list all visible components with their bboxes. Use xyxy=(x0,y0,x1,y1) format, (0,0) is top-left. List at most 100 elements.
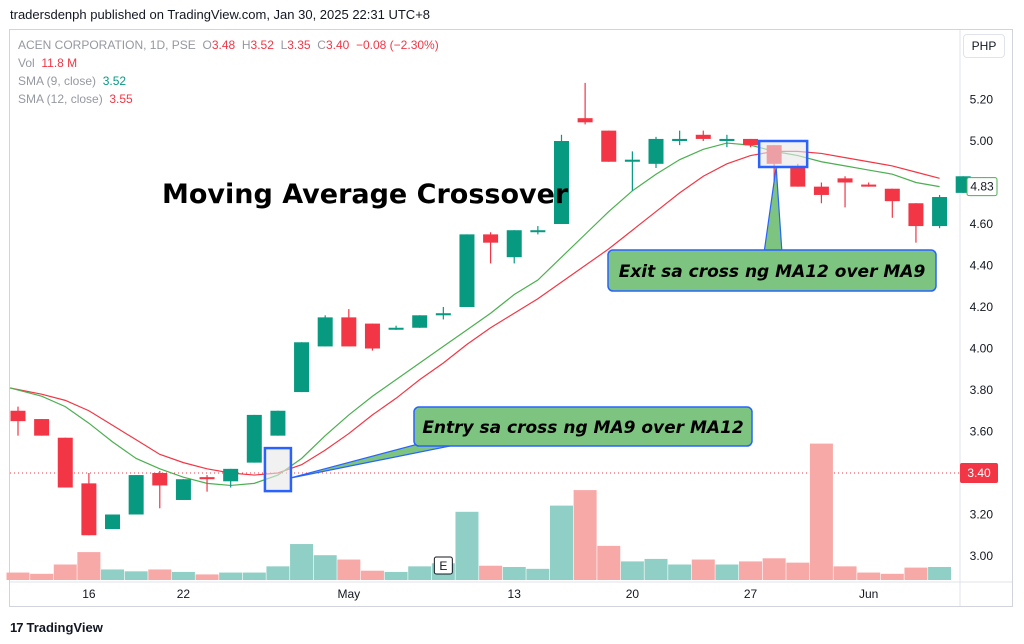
volume-bar xyxy=(171,571,195,580)
publisher-caption: tradersdenph published on TradingView.co… xyxy=(10,7,431,22)
candle-body xyxy=(601,130,617,162)
volume-bar xyxy=(715,564,739,580)
open-label: O xyxy=(202,38,212,52)
volume-bar xyxy=(526,568,550,580)
candle xyxy=(837,176,853,208)
currency-button[interactable]: PHP xyxy=(963,34,1005,58)
chart-title: Moving Average Crossover xyxy=(162,179,569,210)
candle xyxy=(624,151,640,191)
candle xyxy=(412,315,428,328)
candle-body xyxy=(790,165,806,187)
volume-bar xyxy=(148,569,172,580)
volume-bar xyxy=(857,572,881,580)
volume-bar xyxy=(502,566,526,580)
candle-body xyxy=(128,475,144,515)
volume-bar xyxy=(644,558,668,580)
candle xyxy=(908,203,924,243)
candle-body xyxy=(388,327,404,330)
candle xyxy=(435,307,451,320)
exit-callout-text: Exit sa cross ng MA12 over MA9 xyxy=(619,262,926,282)
y-tick-label: 4.20 xyxy=(970,300,994,314)
candle xyxy=(695,130,711,141)
candle-body xyxy=(364,323,380,349)
candle-body xyxy=(719,138,735,141)
high-label: H xyxy=(241,38,251,52)
candle-body xyxy=(81,483,97,536)
volume-bar xyxy=(573,490,597,580)
candle-body xyxy=(506,230,522,258)
entry-cross-box xyxy=(263,446,293,493)
x-tick-label: May xyxy=(337,587,360,601)
volume-bar xyxy=(30,573,54,580)
candle xyxy=(813,182,829,204)
candle xyxy=(648,136,664,168)
low-label: L xyxy=(280,38,288,52)
entry-callout-text: Entry sa cross ng MA9 over MA12 xyxy=(422,418,743,438)
chart-frame xyxy=(9,29,1013,607)
candle xyxy=(246,414,262,463)
volume-bar xyxy=(549,505,573,580)
candle xyxy=(317,315,333,347)
symbol-label: ACEN CORPORATION, 1D, PSE xyxy=(18,38,196,52)
volume-bar xyxy=(786,562,810,580)
candle-body xyxy=(270,410,286,436)
last-price-badge xyxy=(960,463,998,483)
candle xyxy=(861,182,877,187)
candle xyxy=(577,82,593,125)
volume-bar xyxy=(290,544,314,580)
candle-body xyxy=(152,473,168,486)
candle xyxy=(506,230,522,264)
candle-body xyxy=(483,234,499,243)
sma9-legend: SMA (9, close) 3.52 xyxy=(18,74,126,88)
candle xyxy=(884,188,900,218)
candle-body xyxy=(672,138,688,141)
volume-bar xyxy=(313,555,337,580)
volume-legend: Vol 11.8 M xyxy=(18,56,77,70)
sma12-legend: SMA (12, close) 3.55 xyxy=(18,92,133,106)
volume-bar xyxy=(266,566,290,580)
candle-body xyxy=(743,138,759,146)
volume-bar xyxy=(337,559,361,580)
volume-bar xyxy=(219,572,243,580)
entry-callout-box xyxy=(413,406,753,447)
y-tick-label: 4.40 xyxy=(970,259,994,273)
tradingview-brand: 17 TradingView xyxy=(10,620,103,635)
close-value: 3.40 xyxy=(325,38,350,52)
volume-bar xyxy=(668,564,692,580)
high-value: 3.52 xyxy=(250,38,274,52)
volume-bar xyxy=(928,566,952,580)
x-tick-label: 16 xyxy=(82,587,96,601)
candle-body xyxy=(624,159,640,162)
candle-body xyxy=(837,178,853,183)
candle xyxy=(364,323,380,351)
ohlc-legend: ACEN CORPORATION, 1D, PSE O3.48 H3.52 L3… xyxy=(18,38,439,52)
candle-body xyxy=(695,134,711,139)
candle xyxy=(294,342,310,393)
candle-body xyxy=(294,342,310,393)
volume-bar xyxy=(809,443,833,580)
volume-bar xyxy=(833,566,857,580)
volume-bar xyxy=(408,566,432,580)
candle xyxy=(223,468,239,488)
candle xyxy=(932,194,948,229)
volume-bar xyxy=(597,545,621,580)
candle xyxy=(175,479,191,500)
candle-body xyxy=(813,186,829,195)
candle xyxy=(483,232,499,264)
candle-body xyxy=(459,234,475,307)
candle-body xyxy=(553,141,569,224)
x-tick-label: 20 xyxy=(626,587,640,601)
candle-body xyxy=(246,414,262,463)
volume-bar xyxy=(762,558,786,580)
y-tick-label: 3.00 xyxy=(970,549,994,563)
vol-value: 11.8 M xyxy=(41,56,78,70)
y-tick-label: 5.00 xyxy=(970,134,994,148)
x-tick-label: Jun xyxy=(859,587,878,601)
volume-bar xyxy=(6,572,30,580)
volume-bar xyxy=(360,570,384,580)
candle xyxy=(128,475,144,515)
sma9-value: 3.52 xyxy=(102,74,127,88)
candle xyxy=(459,234,475,307)
candle-body xyxy=(530,230,546,233)
sma12-label: SMA (12, close) xyxy=(18,92,103,106)
